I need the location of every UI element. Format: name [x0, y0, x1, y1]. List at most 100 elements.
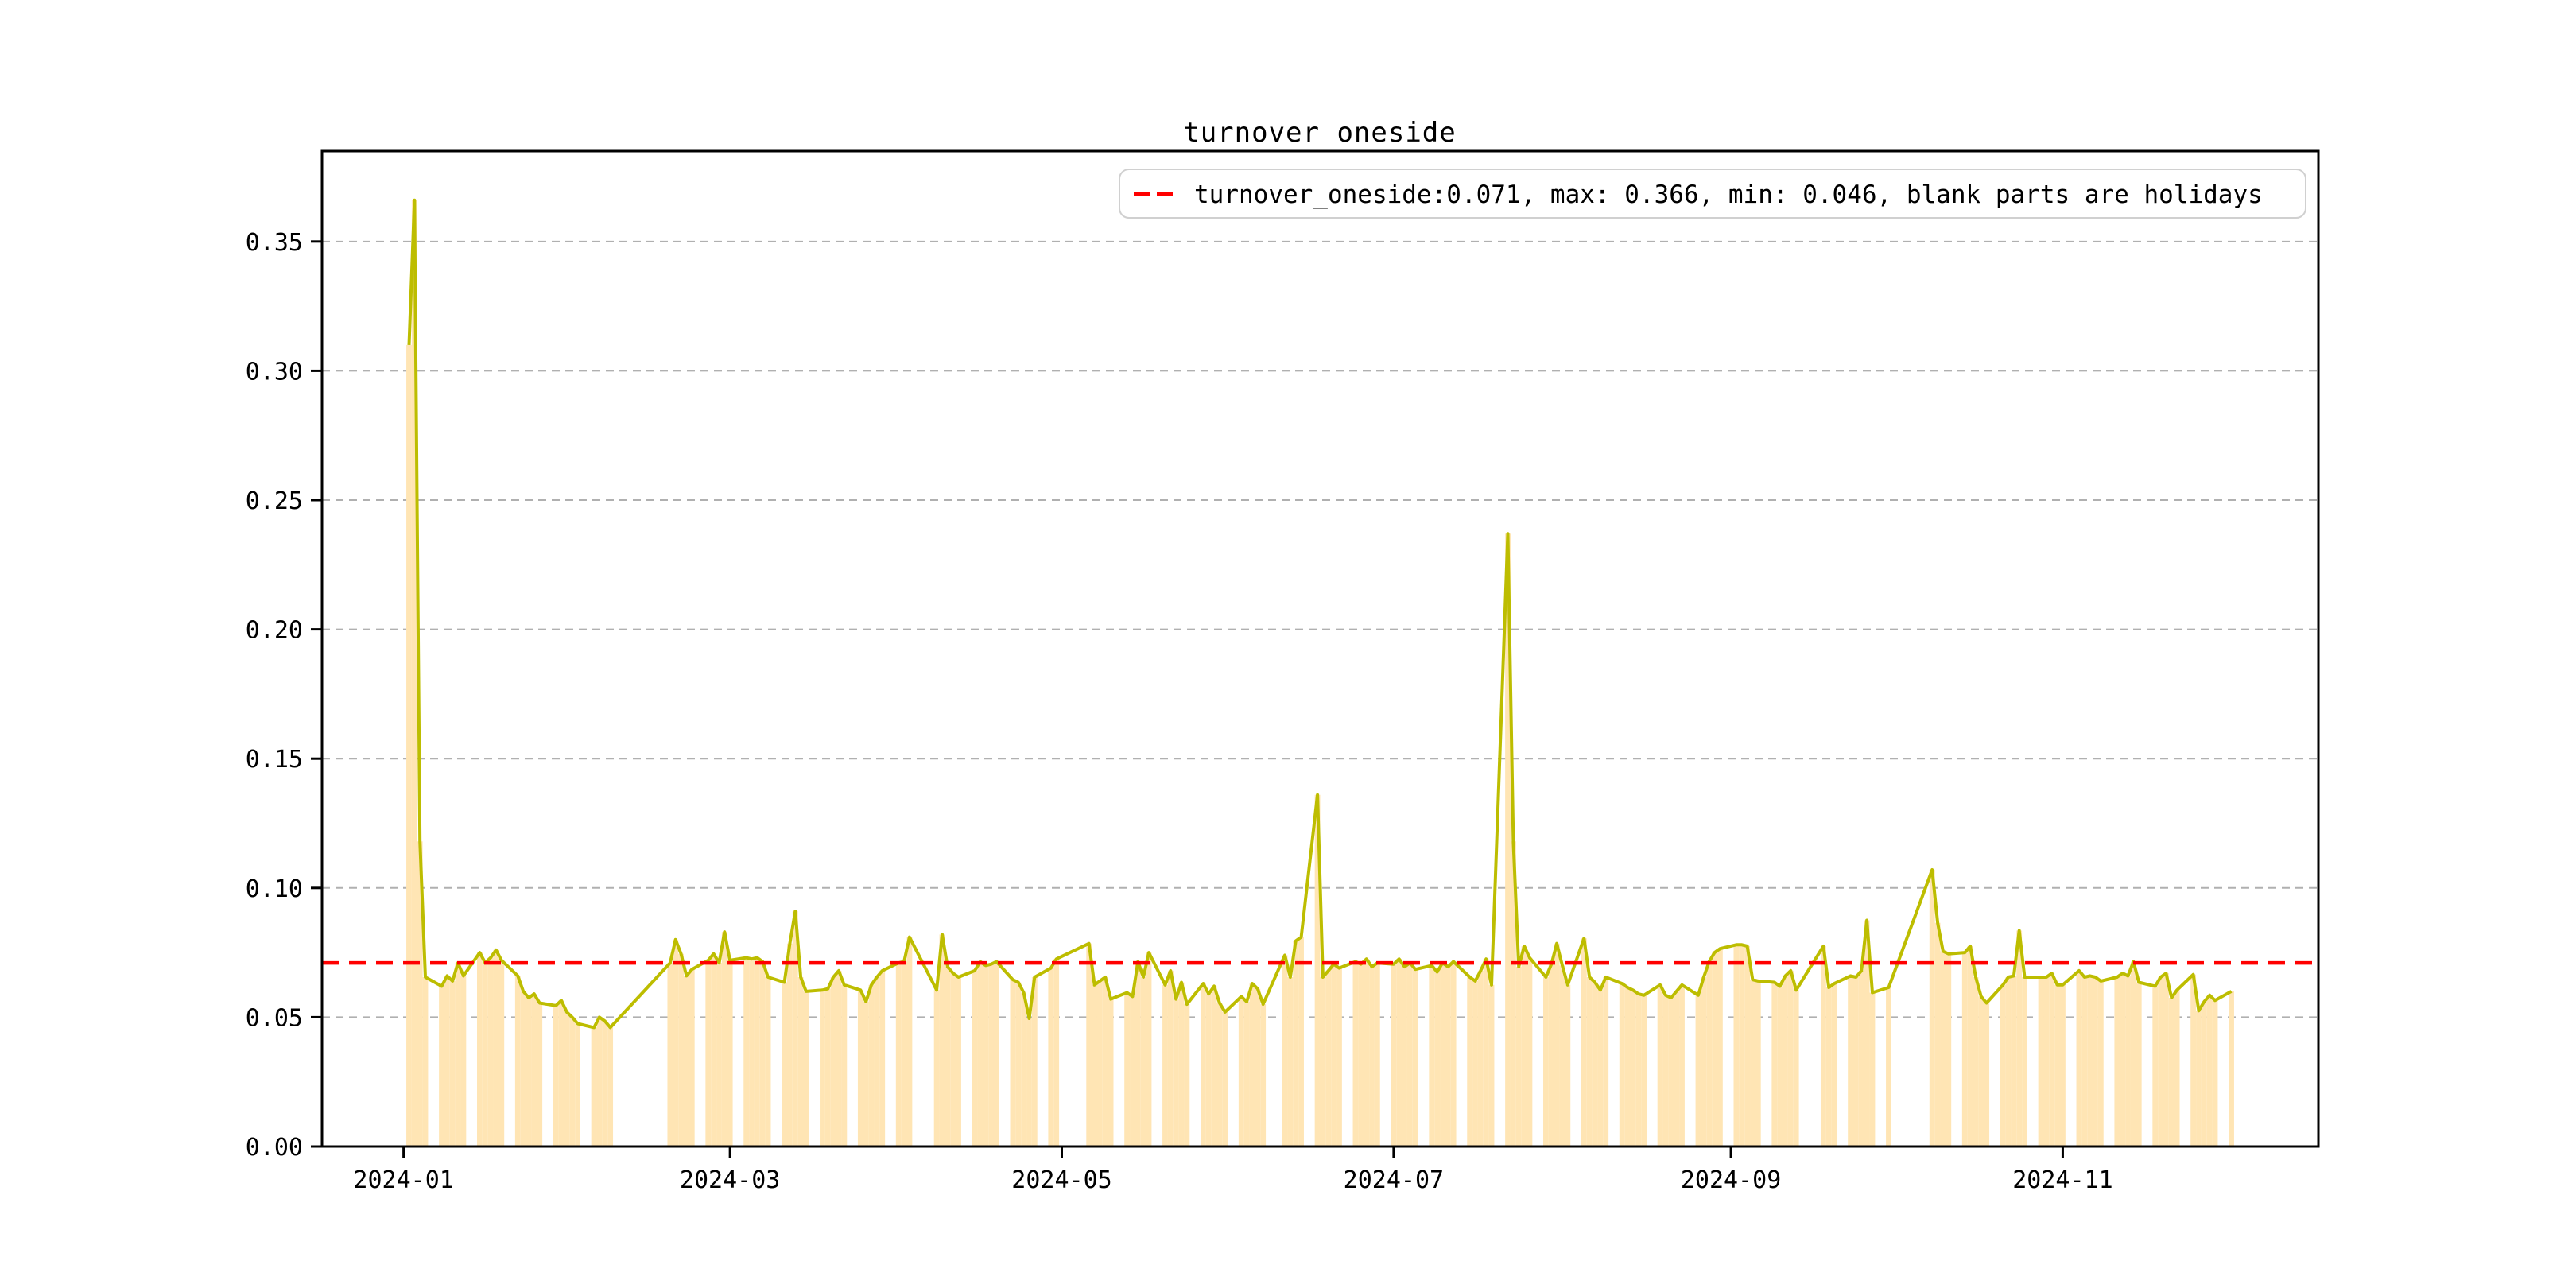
trading-day-bar — [993, 961, 999, 1146]
trading-day-bar — [2097, 980, 2104, 1146]
trading-day-bar — [1135, 961, 1141, 1146]
trading-day-bar — [820, 990, 825, 1146]
trading-day-bar — [1325, 970, 1332, 1146]
trading-day-bar — [2136, 982, 2142, 1146]
trading-day-bar — [901, 961, 907, 1146]
y-tick-label: 0.20 — [246, 617, 303, 645]
trading-day-bar — [1445, 966, 1451, 1146]
y-tick-label: 0.10 — [246, 875, 303, 903]
trading-day-bar — [782, 982, 787, 1146]
trading-day-bar — [1712, 952, 1717, 1146]
trading-day-bar — [406, 344, 412, 1146]
trading-day-bar — [1369, 966, 1375, 1146]
trading-day-bar — [1641, 995, 1647, 1146]
trading-day-bar — [449, 980, 456, 1146]
trading-day-bar — [792, 911, 798, 1146]
trading-day-bar — [1771, 982, 1778, 1146]
trading-day-bar — [2011, 976, 2017, 1146]
trading-day-bar — [711, 953, 717, 1146]
trading-day-bar — [2016, 930, 2023, 1146]
trading-day-bar — [939, 934, 945, 1146]
trading-day-bar — [2130, 961, 2136, 1146]
trading-day-bar — [1961, 952, 1968, 1146]
trading-day-bar — [569, 1017, 576, 1146]
trading-day-bar — [933, 990, 940, 1146]
trading-day-bar — [1450, 961, 1457, 1146]
legend-box — [1119, 169, 2306, 219]
trading-day-bar — [1793, 990, 1799, 1146]
trading-day-bar — [1314, 794, 1321, 1146]
trading-day-bar — [1053, 959, 1060, 1146]
trading-day-bar — [1021, 992, 1027, 1146]
trading-day-bar — [2005, 976, 2012, 1146]
trading-day-bar — [2043, 976, 2050, 1146]
trading-day-bar — [476, 952, 483, 1146]
x-tick-label: 2024-05 — [1011, 1166, 1111, 1194]
trading-day-bar — [1940, 951, 1946, 1146]
x-tick-label: 2024-03 — [680, 1166, 780, 1194]
trading-day-bar — [2022, 976, 2027, 1146]
trading-day-bar — [868, 984, 875, 1146]
trading-day-bar — [531, 994, 537, 1146]
trading-day-bar — [1581, 938, 1587, 1146]
trading-day-bar — [673, 939, 679, 1146]
trading-day-bar — [520, 991, 526, 1146]
trading-day-bar — [1869, 992, 1876, 1146]
trading-day-bar — [526, 998, 532, 1146]
trading-day-bar — [895, 963, 902, 1146]
trading-day-bar — [1130, 996, 1135, 1146]
trading-day-bar — [1483, 959, 1489, 1146]
trading-day-bar — [1777, 986, 1783, 1146]
trading-day-bar — [1619, 983, 1625, 1146]
trading-day-bar — [564, 1011, 570, 1146]
trading-day-bar — [1488, 984, 1495, 1146]
trading-day-bar — [1853, 976, 1859, 1146]
trading-day-bar — [439, 986, 444, 1146]
trading-day-bar — [1162, 984, 1168, 1146]
trading-day-bar — [1635, 994, 1642, 1146]
trading-day-bar — [1364, 959, 1370, 1146]
trading-day-bar — [1858, 970, 1864, 1146]
trading-day-bar — [1668, 998, 1674, 1146]
trading-day-bar — [2174, 990, 2180, 1146]
trading-day-bar — [1249, 983, 1255, 1146]
trading-day-bar — [2114, 976, 2120, 1146]
trading-day-bar — [1967, 945, 1973, 1146]
trading-day-bar — [1548, 964, 1554, 1146]
trading-day-bar — [1565, 984, 1571, 1146]
trading-day-bar — [596, 1017, 603, 1146]
trading-day-bar — [1662, 995, 1669, 1146]
y-tick-label: 0.05 — [246, 1004, 303, 1032]
trading-day-bar — [1783, 976, 1788, 1146]
trading-day-bar — [824, 988, 831, 1146]
trading-day-bar — [1559, 965, 1565, 1146]
trading-day-bar — [1010, 980, 1016, 1146]
trading-day-bar — [1831, 983, 1837, 1146]
trading-day-bar — [1848, 976, 1854, 1146]
trading-day-bar — [983, 965, 989, 1146]
trading-day-bar — [1946, 953, 1952, 1146]
trading-day-bar — [1434, 972, 1441, 1146]
trading-day-bar — [1929, 870, 1935, 1146]
trading-day-bar — [2212, 1000, 2218, 1146]
trading-day-bar — [2206, 995, 2213, 1146]
trading-day-bar — [950, 973, 956, 1146]
trading-day-bar — [1717, 949, 1723, 1146]
trading-day-bar — [1864, 920, 1870, 1146]
y-tick-label: 0.30 — [246, 358, 303, 386]
plot-border — [320, 149, 2320, 1148]
trading-day-bar — [1352, 961, 1359, 1146]
trading-day-bar — [1820, 945, 1826, 1146]
trading-day-bar — [1973, 976, 1979, 1146]
trading-day-bar — [602, 1021, 608, 1146]
trading-day-bar — [1527, 957, 1533, 1146]
trading-day-bar — [2076, 970, 2082, 1146]
trading-day-bar — [1477, 970, 1484, 1146]
trading-day-bar — [487, 957, 494, 1146]
trading-day-bar — [2054, 984, 2061, 1146]
trading-day-bar — [1674, 991, 1680, 1146]
trading-day-bar — [1200, 983, 1206, 1146]
trading-day-bar — [2000, 984, 2006, 1146]
trading-day-bar — [499, 960, 505, 1146]
